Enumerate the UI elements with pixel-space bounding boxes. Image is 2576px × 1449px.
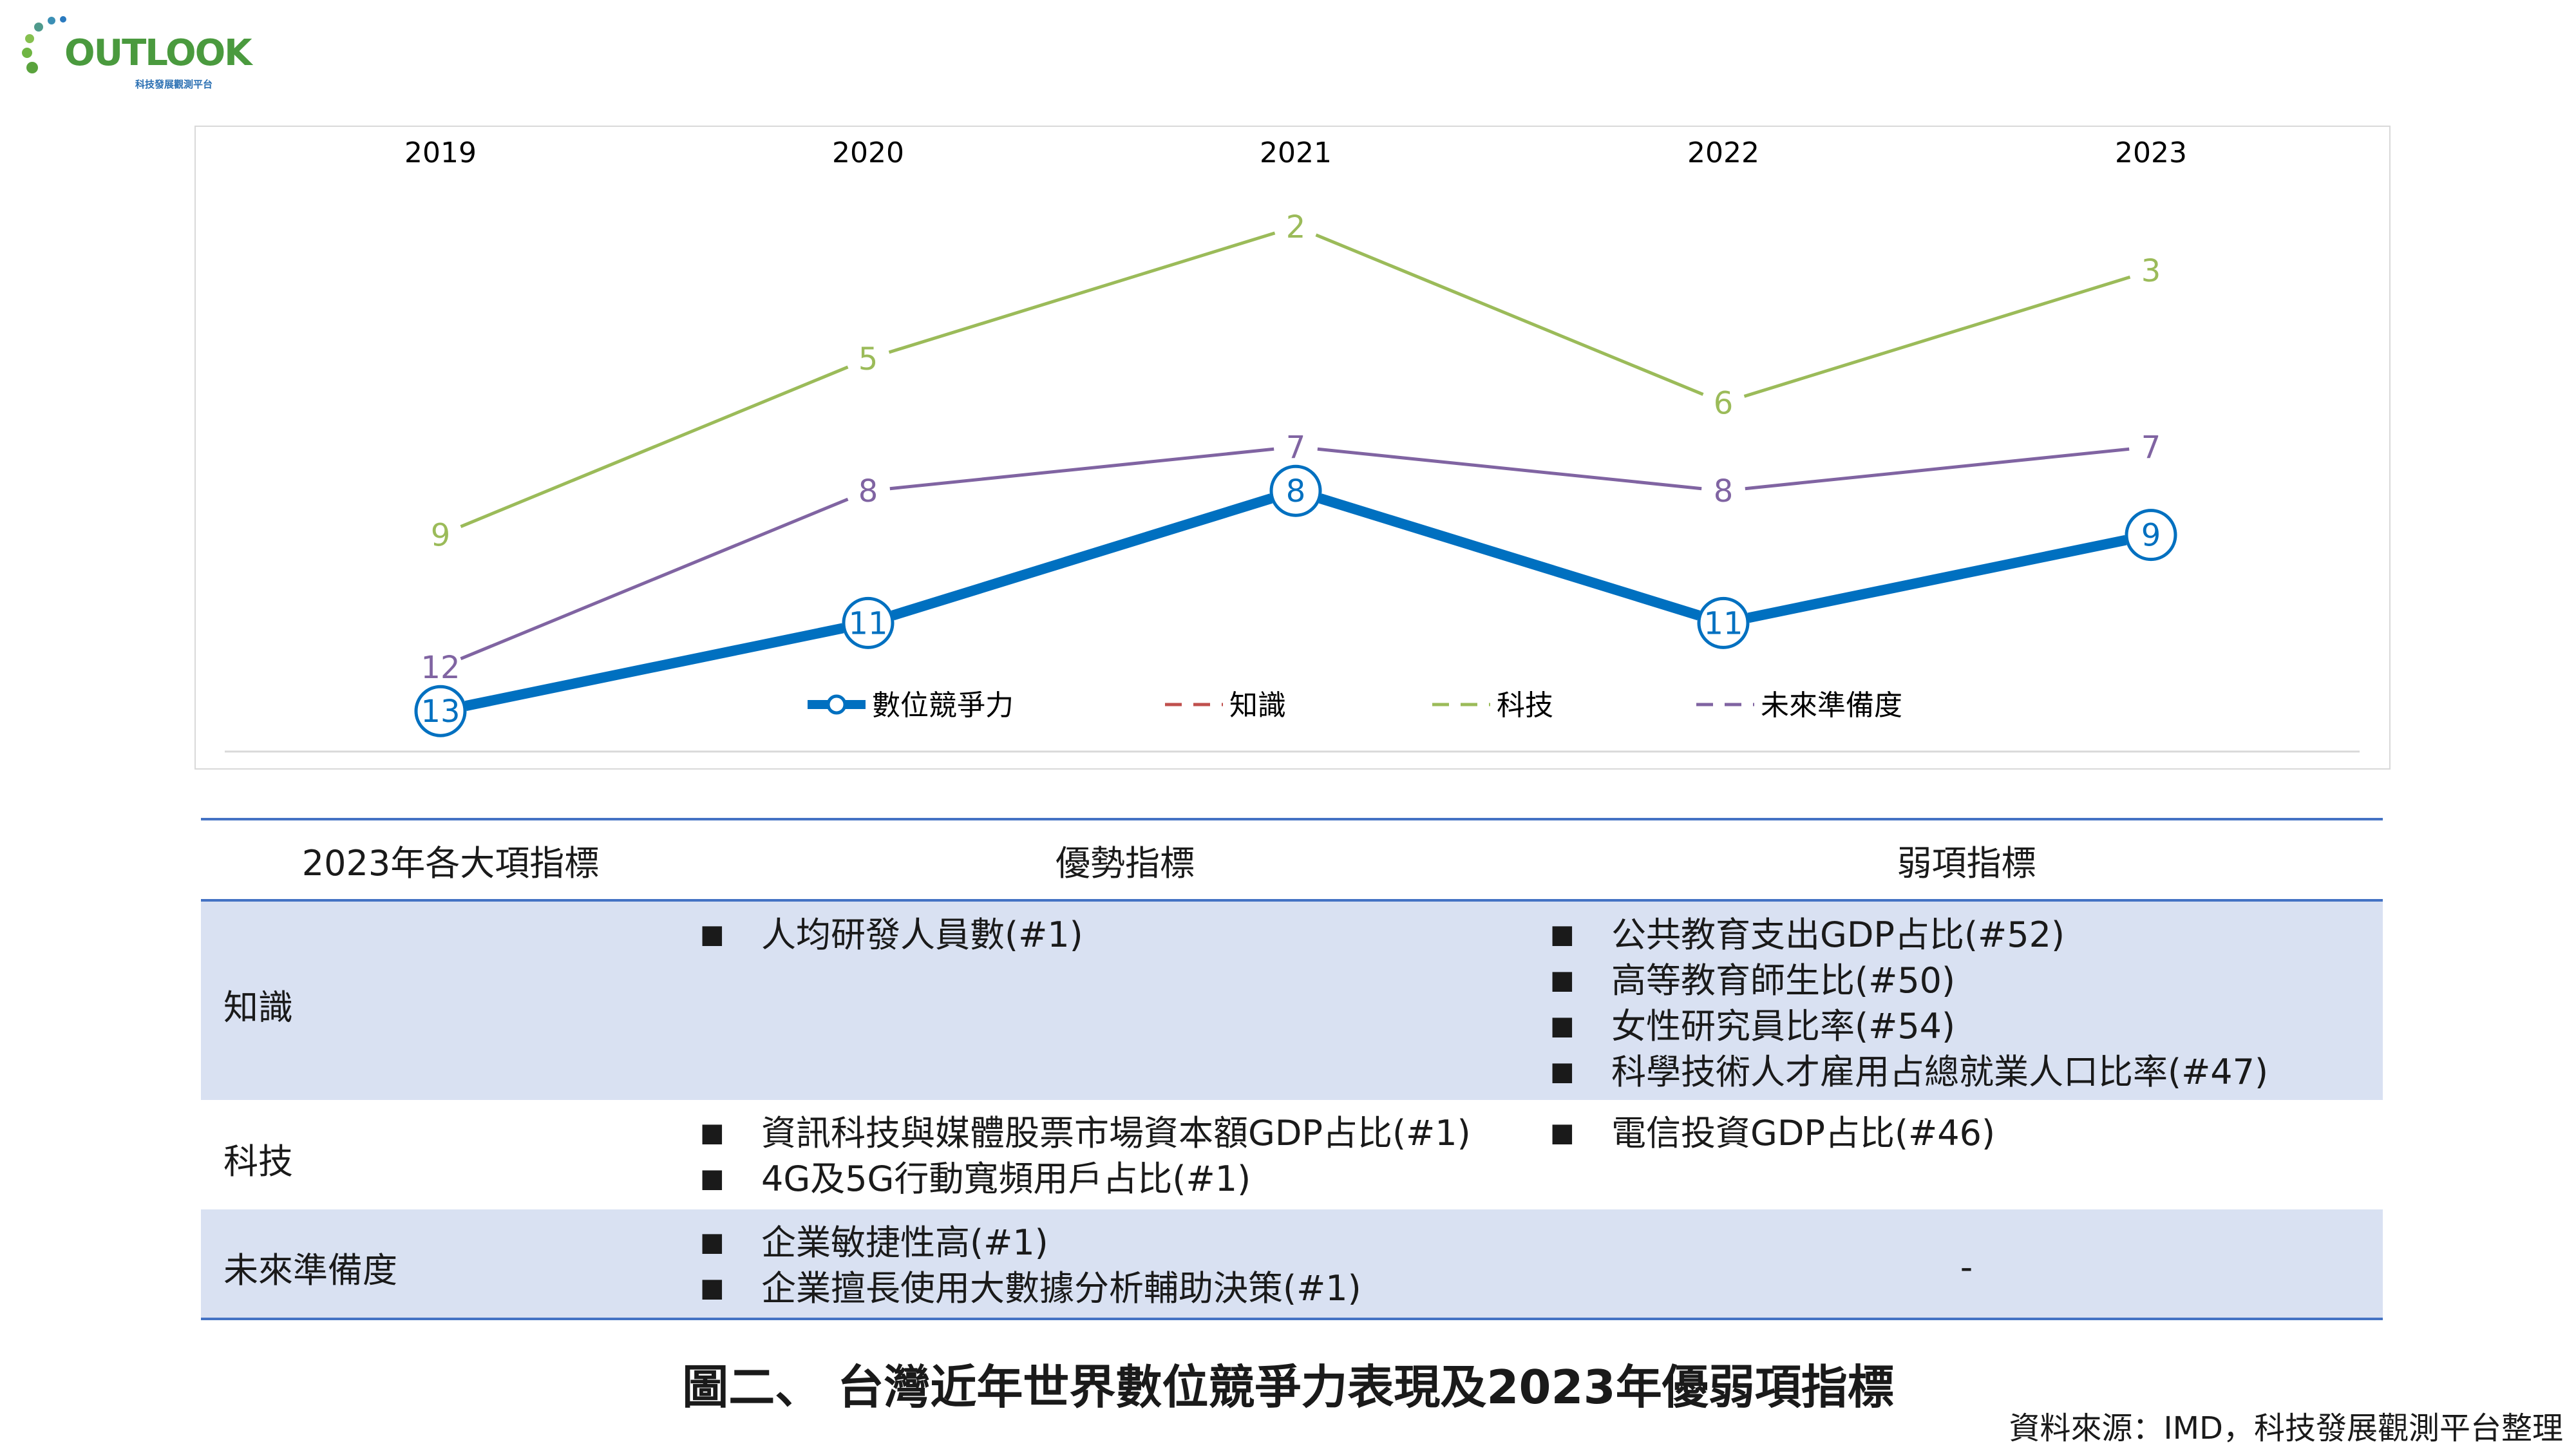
weaknesses-cell: - <box>1960 1246 1973 1287</box>
data-label: 9 <box>2141 518 2161 554</box>
bullet-item: 高等教育師生比(#50) <box>1550 958 2383 1003</box>
series-line <box>888 231 1276 354</box>
data-label: 11 <box>1703 605 1743 641</box>
header-strengths: 優勢指標 <box>1056 842 1195 884</box>
strengths-cell: 企業敏捷性高(#1)企業擅長使用大數據分析輔助決策(#1) <box>700 1209 1550 1319</box>
series-line <box>891 493 1273 621</box>
series-line <box>1315 233 1704 396</box>
data-label: 7 <box>2141 430 2161 466</box>
data-label: 6 <box>1714 385 1734 421</box>
series-line <box>1318 493 1701 621</box>
legend-label: 數位競爭力 <box>872 689 1014 722</box>
data-point-marker <box>2125 509 2177 562</box>
data-point-marker <box>1269 464 1322 517</box>
data-point-marker <box>842 596 895 649</box>
bullet-item: 公共教育支出GDP占比(#52) <box>1550 912 2383 958</box>
figure-caption: 圖二、 台灣近年世界數位競爭力表現及2023年優弱項指標 <box>682 1360 1894 1414</box>
legend-label: 未來準備度 <box>1761 689 1902 722</box>
data-label: 8 <box>1286 473 1306 509</box>
row-category: 未來準備度 <box>223 1249 397 1291</box>
bullet-item: 企業擅長使用大數據分析輔助決策(#1) <box>700 1265 1550 1311</box>
data-point-marker <box>414 685 467 737</box>
bullet-item: 科學技術人才雇用占總就業人口比率(#47) <box>1550 1049 2383 1095</box>
header-weaknesses: 弱項指標 <box>1897 842 2036 884</box>
weaknesses-cell: 公共教育支出GDP占比(#52)高等教育師生比(#50)女性研究員比率(#54)… <box>1550 900 2383 1100</box>
chart-panel: 2019202020212022202317181618189526312878… <box>194 126 2391 770</box>
series-line <box>460 497 849 661</box>
strengths-cell: 人均研發人員數(#1) <box>700 900 1550 1100</box>
series-line <box>464 623 844 711</box>
weaknesses-cell: 電信投資GDP占比(#46) <box>1550 1100 2383 1209</box>
logo-wordmark: OUTLOOK <box>64 32 252 74</box>
bullet-item: 電信投資GDP占比(#46) <box>1550 1110 2383 1156</box>
indicator-table: 2023年各大項指標 優勢指標 弱項指標 知識 人均研發人員數(#1)公共教育支出… <box>201 818 2383 1320</box>
x-tick-label: 2022 <box>1687 137 1759 169</box>
x-tick-label: 2020 <box>832 137 904 169</box>
data-label: 7 <box>1286 430 1306 466</box>
legend-label: 科技 <box>1497 689 1553 722</box>
series-line <box>460 365 849 528</box>
x-tick-label: 2021 <box>1260 137 1332 169</box>
bullet-item: 人均研發人員數(#1) <box>700 912 1550 958</box>
bullet-item: 資訊科技與媒體股票市場資本額GDP占比(#1) <box>700 1110 1550 1156</box>
bullet-item: 4G及5G行動寬頻用戶占比(#1) <box>700 1156 1550 1202</box>
header-category: 2023年各大項指標 <box>301 842 600 884</box>
strengths-cell: 資訊科技與媒體股票市場資本額GDP占比(#1)4G及5G行動寬頻用戶占比(#1) <box>700 1100 1550 1209</box>
bullet-item: 企業敏捷性高(#1) <box>700 1220 1550 1265</box>
table-header-row: 2023年各大項指標 優勢指標 弱項指標 <box>201 819 2383 900</box>
table-row: 科技 資訊科技與媒體股票市場資本額GDP占比(#1)4G及5G行動寬頻用戶占比(#… <box>201 1100 2383 1209</box>
data-label: 8 <box>1714 473 1734 509</box>
x-tick-label: 2023 <box>2115 137 2187 169</box>
series-line <box>1317 447 1702 491</box>
legend-label: 知識 <box>1229 689 1286 722</box>
data-label: 12 <box>421 650 460 686</box>
row-category: 科技 <box>223 1141 293 1182</box>
outlook-logo: OUTLOOK 科技發展觀測平台 <box>19 13 252 90</box>
source-note: 資料來源：IMD，科技發展觀測平台整理 <box>2009 1410 2563 1446</box>
bullet-item: 女性研究員比率(#54) <box>1550 1003 2383 1049</box>
logo-dots-icon <box>22 16 66 73</box>
data-label: 8 <box>858 473 878 509</box>
row-category: 知識 <box>223 987 293 1028</box>
x-tick-label: 2019 <box>404 137 477 169</box>
table-row: 未來準備度 企業敏捷性高(#1)企業擅長使用大數據分析輔助決策(#1) - <box>201 1209 2383 1319</box>
series-line <box>889 447 1274 491</box>
data-label: 11 <box>848 605 887 641</box>
logo-subtitle: 科技發展觀測平台 <box>135 79 213 90</box>
data-point-marker <box>1697 596 1750 649</box>
legend-swatch-marker <box>826 694 847 715</box>
data-label: 9 <box>431 518 451 554</box>
data-label: 13 <box>421 694 460 730</box>
line-chart: 2019202020212022202317181618189526312878… <box>225 137 2360 753</box>
series-line <box>1743 275 2131 398</box>
series-line <box>1747 535 2127 623</box>
series-line <box>1745 447 2130 491</box>
table-row: 知識 人均研發人員數(#1)公共教育支出GDP占比(#52)高等教育師生比(#50… <box>201 900 2383 1100</box>
data-label: 2 <box>1286 209 1306 245</box>
data-label: 3 <box>2141 253 2161 289</box>
data-label: 5 <box>858 341 878 377</box>
